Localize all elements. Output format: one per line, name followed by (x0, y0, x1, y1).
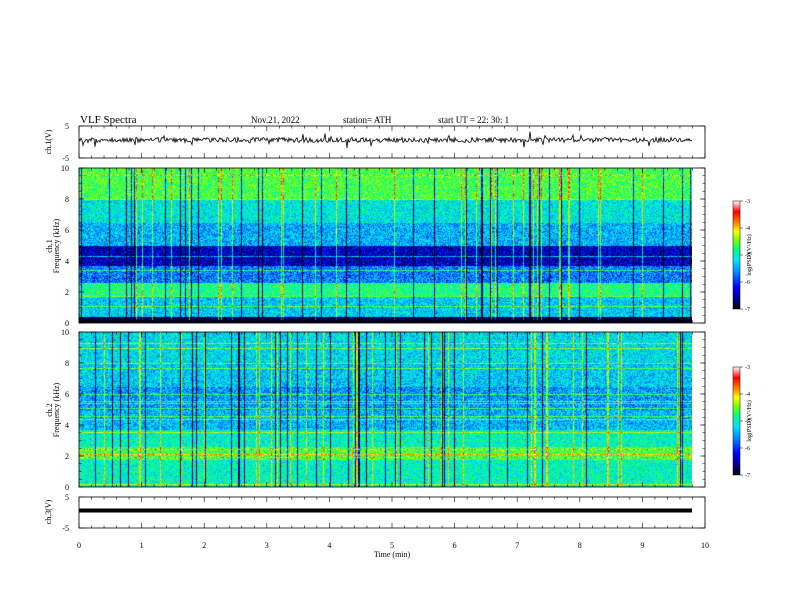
colorbar-tick-label: -6 (745, 446, 750, 452)
y-tick-label: 2 (65, 288, 69, 297)
y-tick-label: 5 (65, 493, 69, 502)
x-tick-label: 4 (327, 541, 331, 550)
ch2-spectrogram-panel: 0 2 4 6 8 10 (61, 328, 706, 492)
x-tick-label: 2 (202, 541, 206, 550)
y-tick-label: 8 (65, 359, 69, 368)
y-tick-label: 10 (61, 164, 69, 173)
colorbar-tick-label: -7 (745, 473, 750, 479)
y-tick-label: 6 (65, 390, 69, 399)
ch1-waveform-ylabel: ch.1(V) (44, 129, 53, 154)
ch1-colorbar: log(PSD)(V²/Hz) -3 -4 -5 -6 -7 (732, 199, 753, 313)
ch1-spec-ylabel: Frequency (kHz) (52, 218, 61, 273)
x-tick-label: 7 (515, 541, 519, 550)
colorbar-tick-label: -5 (745, 419, 750, 425)
ch1-colorbar-label: log(PSD)(V²/Hz) (746, 234, 753, 275)
x-axis-label: Time (min) (374, 550, 411, 559)
y-tick-label: 8 (65, 195, 69, 204)
ch2-spec-ylabel: Frequency (kHz) (52, 382, 61, 437)
x-tick-label: 5 (390, 541, 394, 550)
figure-title: VLF Spectra (80, 114, 137, 126)
colorbar-tick-label: -4 (745, 392, 750, 398)
spectrogram-image-2 (79, 332, 692, 487)
y-tick-label: 2 (65, 452, 69, 461)
colorbar-tick-label: -6 (745, 280, 750, 286)
colorbar-tick-label: -3 (745, 365, 750, 371)
colorbar-tick-label: -7 (745, 307, 750, 313)
date-label: Nov.21, 2022 (251, 115, 300, 125)
x-tick-label: 6 (453, 541, 457, 550)
ch3-waveform-panel: 5 -5 (62, 493, 706, 533)
spectrogram-image-1 (79, 168, 692, 323)
y-tick-label: 5 (65, 122, 69, 131)
y-tick-label: 4 (65, 421, 69, 430)
y-tick-label: -5 (62, 154, 69, 163)
x-tick-label: 10 (701, 541, 709, 550)
colorbar-tick-label: -3 (745, 199, 750, 205)
x-tick-label: 0 (77, 541, 81, 550)
ch2-spec-channel-label: ch.2 (45, 403, 54, 417)
x-axis: 0 1 2 3 4 5 6 7 8 9 10 (77, 541, 709, 550)
ch1-spectrogram-panel: 0 2 4 6 8 10 (61, 164, 706, 328)
y-tick-label: 0 (65, 319, 69, 328)
waveform-trace-0 (78, 131, 693, 148)
y-tick-label: 4 (65, 257, 69, 266)
x-tick-label: 9 (640, 541, 644, 550)
y-tick-label: 6 (65, 226, 69, 235)
y-tick-label: -5 (62, 524, 69, 533)
x-tick-label: 1 (140, 541, 144, 550)
colorbar-tick-label: -4 (745, 226, 750, 232)
ch3-waveform-ylabel: ch.3(V) (44, 499, 53, 524)
colorbar-tick-label: -5 (745, 253, 750, 259)
ch2-colorbar-label: log(PSD)(V²/Hz) (746, 400, 753, 441)
station-label: station= ATH (343, 115, 392, 125)
ch1-spec-channel-label: ch.1 (45, 239, 54, 253)
ch2-colorbar: log(PSD)(V²/Hz) -3 -4 -5 -6 -7 (732, 365, 753, 479)
x-tick-label: 8 (578, 541, 582, 550)
ch1-waveform-panel: 5 -5 (62, 122, 706, 163)
y-tick-label: 10 (61, 328, 69, 337)
start-time-label: start UT = 22: 30: 1 (438, 115, 509, 125)
x-tick-label: 3 (265, 541, 269, 550)
y-tick-label: 0 (65, 483, 69, 492)
